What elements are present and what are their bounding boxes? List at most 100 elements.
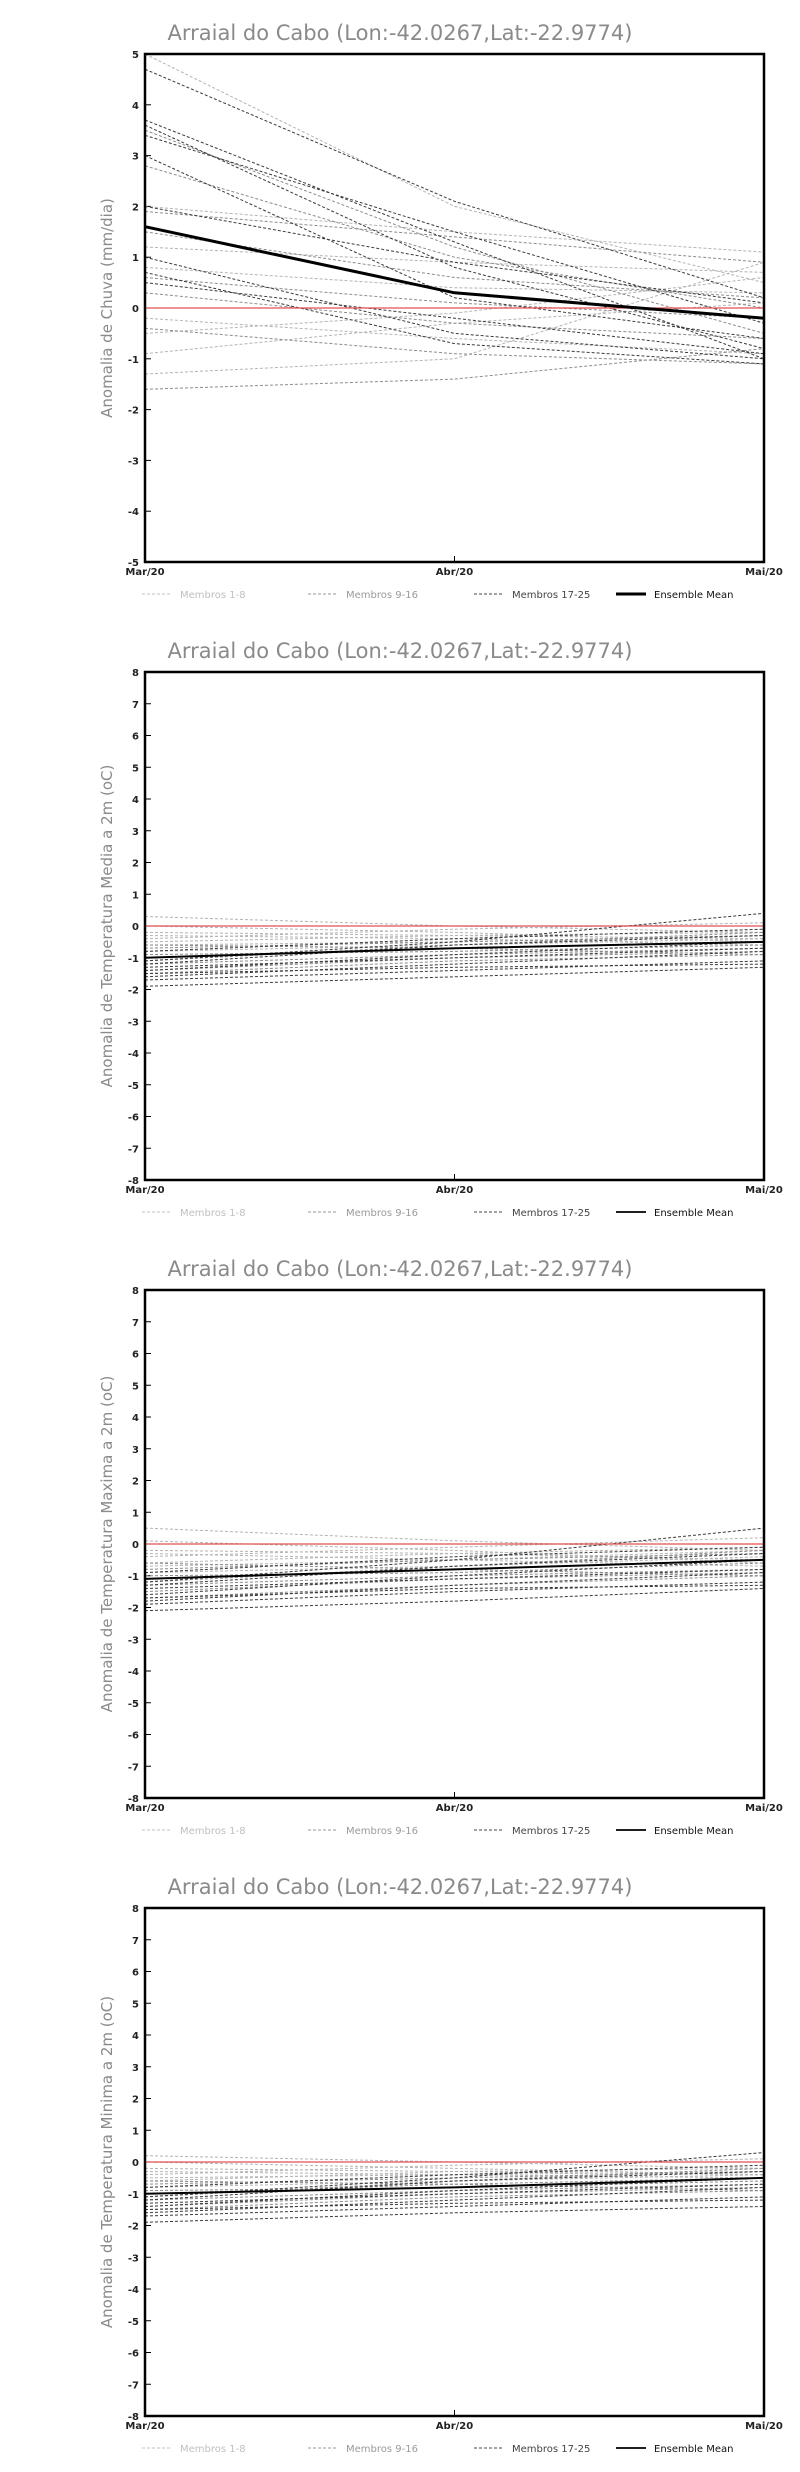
x-tick-label: Mai/20 [745,1185,783,1196]
member-series-17 [144,1588,765,1612]
plot-frame [143,52,766,564]
y-tick-label: 6 [132,1968,139,1979]
member-series-12 [144,277,765,319]
legend-label-2: Membros 9-16 [346,2444,418,2455]
member-series-4 [144,1537,765,1558]
member-series-21 [144,2171,765,2201]
x-tick-label: Mai/20 [745,567,783,578]
member-series-15 [144,292,765,339]
y-tick-label: 2 [132,1477,139,1488]
y-tick-label: 2 [132,2095,139,2106]
legend-label-3: Membros 17-25 [512,1826,590,1837]
y-tick-label: 3 [132,2063,139,2074]
member-series-13 [144,2171,765,2185]
y-tick-label: 5 [132,763,139,774]
x-tick-label: Mar/20 [125,2421,164,2432]
member-series-25 [144,1584,765,1599]
y-tick-label: 1 [132,890,139,901]
member-series-19 [144,2186,765,2214]
member-series-23 [144,1546,765,1574]
member-series-24 [144,947,765,968]
member-series-23 [144,928,765,952]
member-series-20 [144,134,765,324]
member-series-20 [144,2177,765,2207]
member-series-7 [144,317,765,355]
member-series-1 [144,1527,765,1551]
member-series-15 [144,954,765,975]
member-series-18 [144,960,765,981]
member-series-14 [144,931,765,962]
y-tick-label: -4 [128,1049,139,1060]
member-series-3 [144,1549,765,1567]
y-tick-label: 0 [132,304,139,315]
y-tick-label: -1 [128,954,139,965]
member-series-2 [144,261,765,375]
y-tick-label: 5 [132,50,139,61]
member-series-21 [144,205,765,304]
y-tick-label: 2 [132,859,139,870]
x-tick-label: Abr/20 [436,1803,473,1814]
y-tick-label: 7 [132,1936,139,1947]
plot-frame [143,1288,766,1800]
member-series-17 [144,966,765,987]
member-series-14 [144,2167,765,2198]
y-tick-label: -2 [128,1604,139,1615]
y-axis-label: Anomalia de Chuva (mm/dia) [98,198,116,418]
member-series-12 [144,950,765,971]
member-series-14 [144,165,765,309]
y-tick-label: -3 [128,1635,139,1646]
member-series-13 [144,327,765,365]
member-series-18 [144,119,765,360]
y-tick-label: 7 [132,700,139,711]
y-tick-label: 6 [132,1350,139,1361]
y-tick-label: -2 [128,986,139,997]
y-tick-label: 4 [132,2031,139,2042]
member-series-19 [144,1572,765,1602]
y-tick-label: -8 [128,1794,139,1805]
y-tick-label: -5 [128,2317,139,2328]
x-tick-label: Mai/20 [745,2421,783,2432]
x-tick-label: Mai/20 [745,1803,783,1814]
member-series-18 [144,2196,765,2217]
y-tick-label: 5 [132,1999,139,2010]
chart-title: Arraial do Cabo (Lon:-42.0267,Lat:-22.97… [168,1875,633,1899]
member-series-9 [144,2177,765,2195]
member-series-16 [144,211,765,263]
y-tick-label: -7 [128,1762,139,1773]
member-series-24 [144,282,765,355]
member-series-9 [144,348,765,390]
member-series-5 [144,1540,765,1564]
y-tick-label: 6 [132,732,139,743]
y-tick-label: -7 [128,2380,139,2391]
y-tick-label: -4 [128,507,139,518]
member-series-21 [144,935,765,965]
member-series-19 [144,950,765,978]
chart-title: Arraial do Cabo (Lon:-42.0267,Lat:-22.97… [168,21,633,45]
y-tick-label: -4 [128,1667,139,1678]
y-axis-label: Anomalia de Temperatura Maxima a 2m (oC) [98,1376,116,1713]
member-series-15 [144,1575,765,1599]
member-series-7 [144,1553,765,1567]
ensemble-mean-line [144,2176,765,2195]
y-tick-label: -6 [128,2349,139,2360]
member-series-4 [144,922,765,940]
y-tick-label: -2 [128,406,139,417]
y-tick-label: 8 [132,668,139,679]
legend-label-1: Membros 1-8 [180,590,246,601]
member-series-8 [144,931,765,943]
member-series-25 [144,2199,765,2211]
member-series-23 [144,271,765,365]
y-tick-label: -3 [128,1017,139,1028]
member-series-19 [144,124,765,350]
x-tick-label: Mar/20 [125,1803,164,1814]
y-tick-label: 1 [132,253,139,264]
member-series-25 [144,963,765,975]
member-series-7 [144,935,765,946]
y-tick-label: 5 [132,1381,139,1392]
legend-label-1: Membros 1-8 [180,2444,246,2455]
y-tick-label: -6 [128,1113,139,1124]
y-tick-label: 4 [132,795,139,806]
y-tick-label: -8 [128,2412,139,2423]
y-tick-label: -1 [128,355,139,366]
